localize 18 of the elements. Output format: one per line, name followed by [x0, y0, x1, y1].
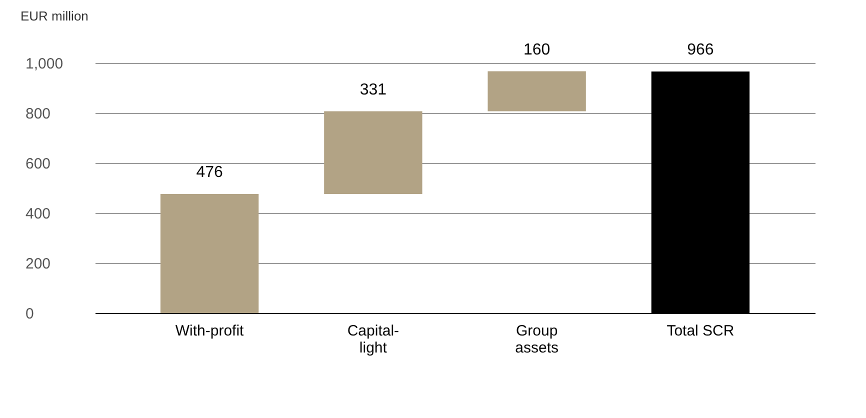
x-tick-label: With-profit — [175, 322, 245, 340]
bar — [160, 194, 259, 313]
data-label: 476 — [196, 164, 223, 181]
data-label: 331 — [360, 81, 387, 98]
y-tick-label: 600 — [26, 156, 51, 172]
bar — [324, 111, 422, 194]
y-tick-label: 800 — [26, 106, 51, 122]
y-tick-label: 1,000 — [26, 56, 64, 72]
x-tick-label: Total SCR — [666, 322, 734, 340]
y-tick-label: 0 — [26, 306, 34, 322]
data-label: 966 — [687, 42, 714, 58]
data-label: 160 — [523, 41, 550, 58]
y-tick-label: 400 — [26, 206, 51, 222]
x-tick-label: Group assets — [515, 322, 558, 356]
y-axis-title: EUR million — [20, 8, 88, 24]
bar — [488, 71, 586, 112]
x-tick-label: Capital-light — [347, 322, 400, 356]
y-tick-label: 200 — [26, 256, 51, 272]
